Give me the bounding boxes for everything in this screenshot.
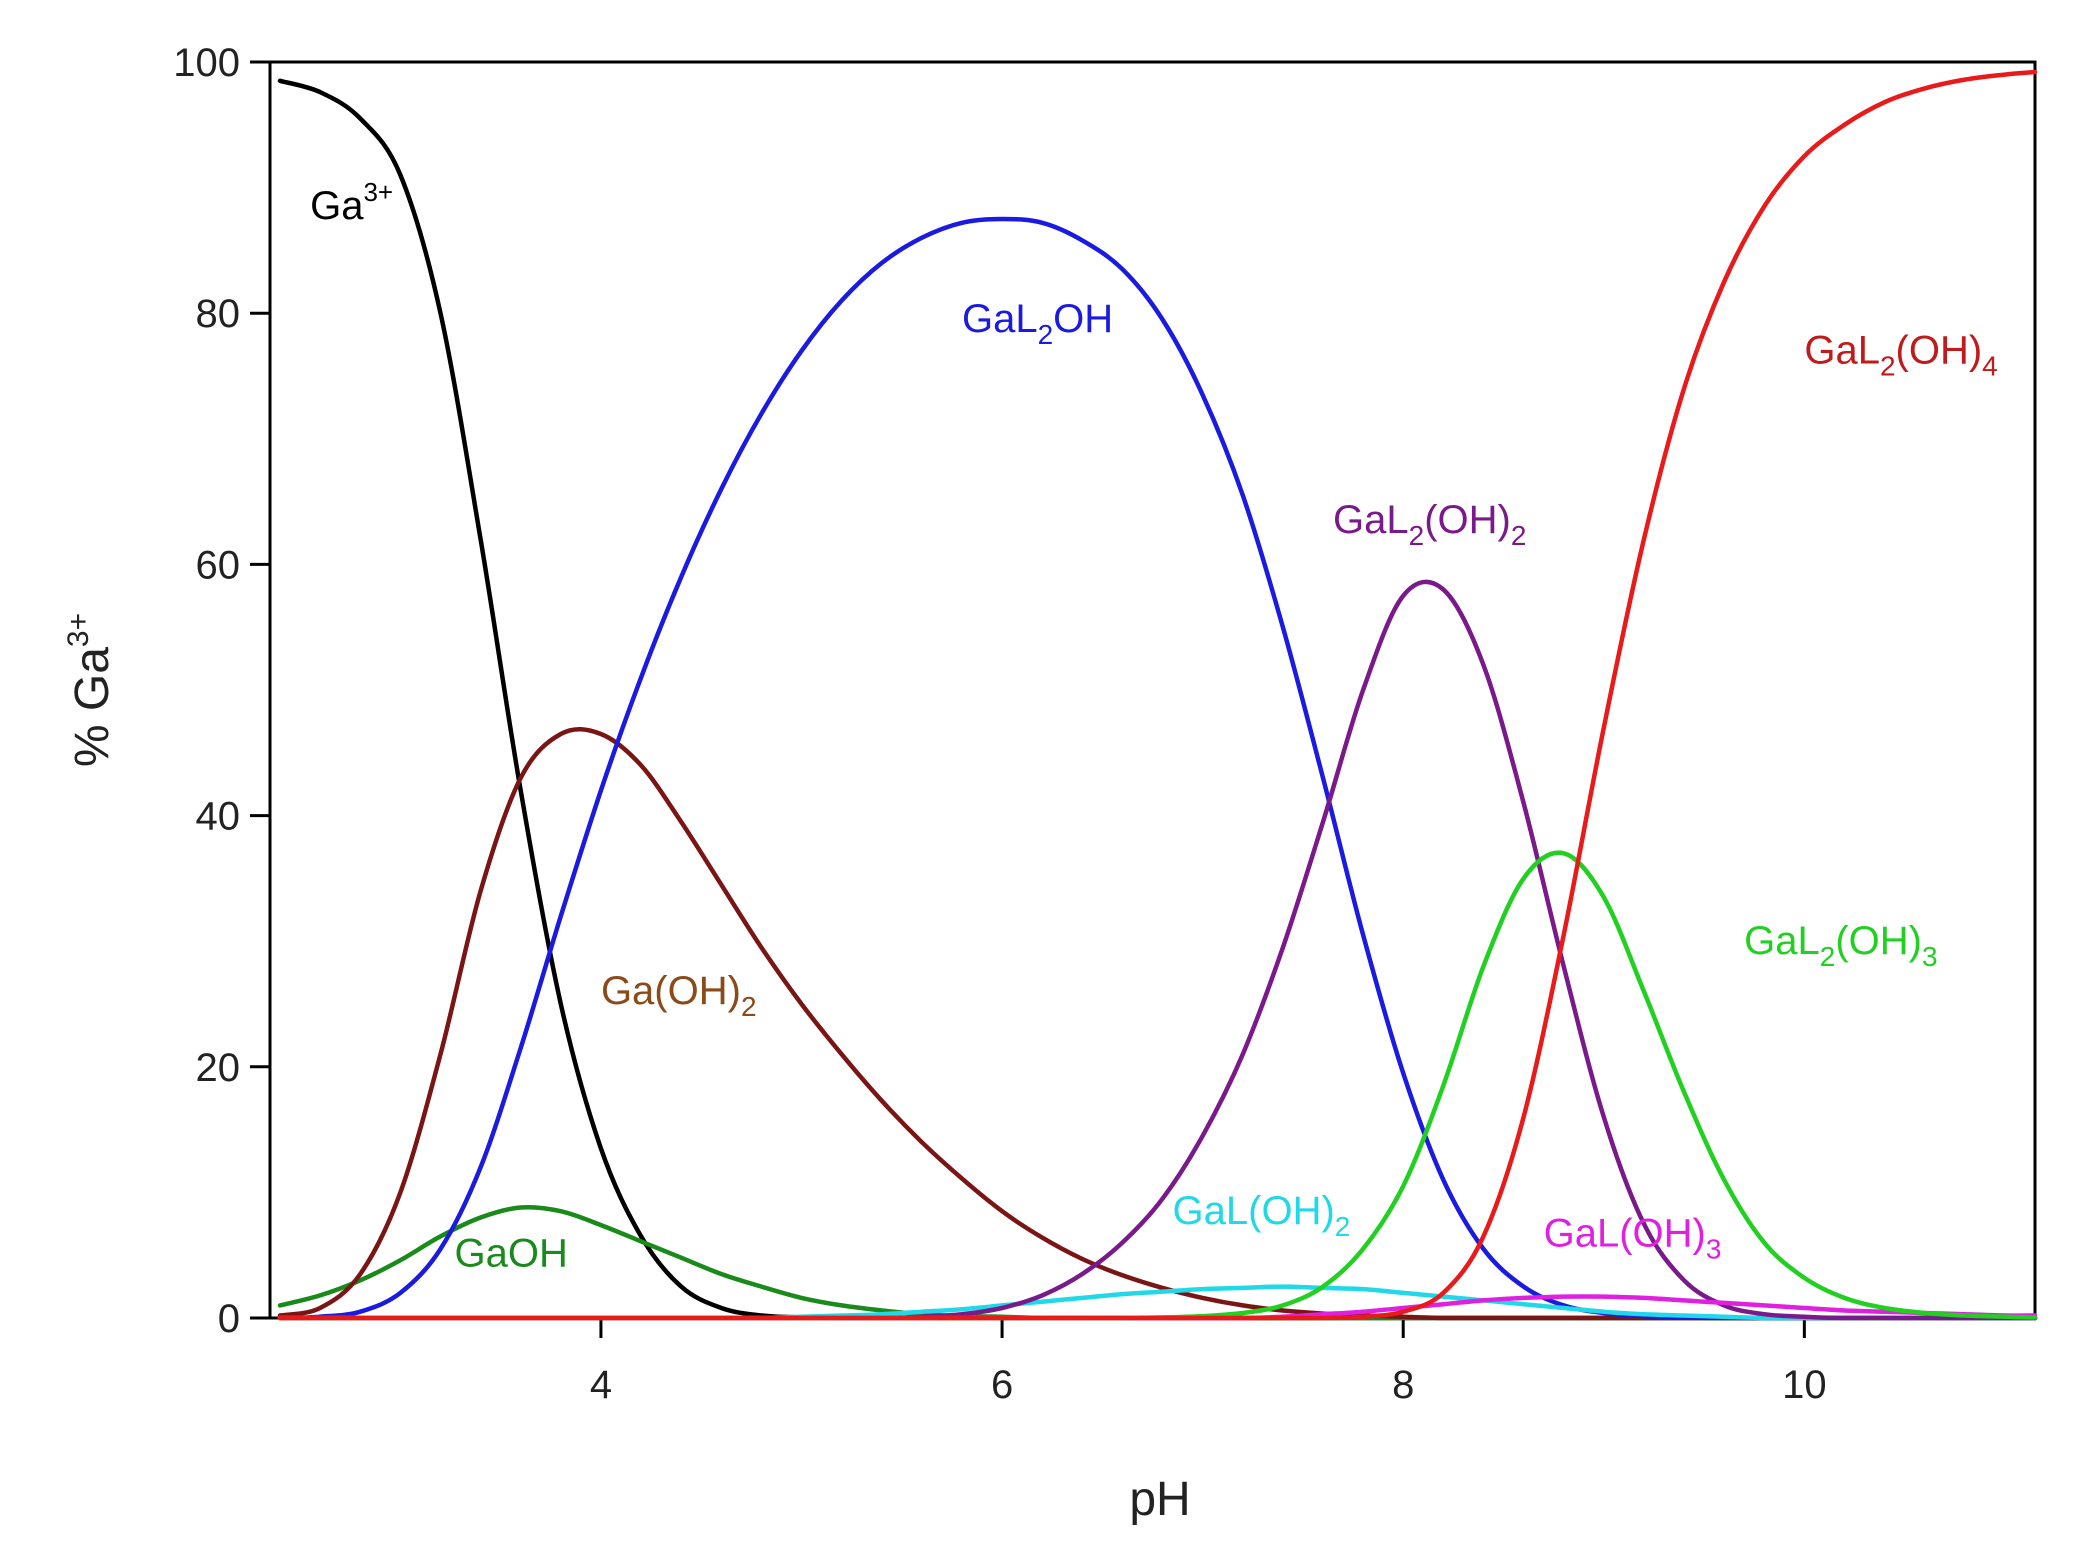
series-label-gal-oh-3: GaL(OH)3	[1544, 1211, 1722, 1264]
series-line-gal2-oh-4	[277, 69, 2038, 1321]
y-tick-label: 80	[196, 292, 241, 336]
y-tick-label: 0	[218, 1297, 240, 1341]
series-label-gal2-oh-3: GaL2(OH)3	[1744, 919, 1937, 972]
series-label-ga3-: Ga3+	[310, 177, 393, 228]
series-labels: Ga3+ GaL2OH GaL2(OH)4 GaL2(OH)2 GaL2(OH)3 Ga(…	[310, 177, 1998, 1276]
y-tick-label: 100	[173, 41, 240, 85]
x-axis-title: pH	[1129, 1473, 1190, 1526]
series-label-gal2oh: GaL2OH	[962, 297, 1113, 350]
data-series	[277, 69, 2038, 1321]
y-tick-label: 60	[196, 543, 241, 587]
y-axis-title: % Ga3+	[62, 613, 119, 767]
plot-border	[268, 60, 2037, 1320]
series-label-gal2-oh-2: GaL2(OH)2	[1333, 498, 1526, 551]
plot-frame	[268, 60, 2037, 1320]
x-tick-label: 8	[1392, 1363, 1414, 1407]
series-line-gal2oh	[277, 216, 2038, 1321]
x-axis-ticks: 4 6 8 10	[590, 1318, 1827, 1407]
x-tick-label: 4	[590, 1363, 612, 1407]
y-axis-title-main: % Ga	[66, 647, 119, 767]
series-line-ga-oh-2	[277, 726, 2038, 1321]
x-tick-label: 6	[991, 1363, 1013, 1407]
series-line-ga3-	[277, 78, 2038, 1321]
y-tick-label: 20	[196, 1046, 241, 1090]
series-label-ga-oh-2: Ga(OH)2	[601, 969, 757, 1022]
x-tick-label: 10	[1782, 1363, 1827, 1407]
y-axis-title-sup: 3+	[62, 613, 95, 647]
y-tick-label: 40	[196, 795, 241, 839]
series-label-gal2-oh-4: GaL2(OH)4	[1804, 328, 1997, 381]
series-label-gal-oh-2: GaL(OH)2	[1173, 1189, 1351, 1242]
y-axis-ticks: 0 20 40 60 80 100	[173, 41, 270, 1341]
series-label-gaoh: GaOH	[455, 1232, 568, 1276]
